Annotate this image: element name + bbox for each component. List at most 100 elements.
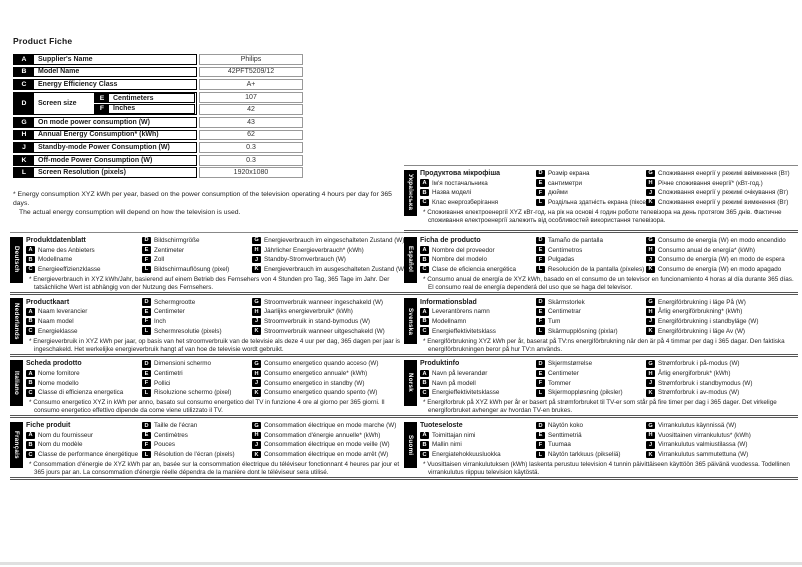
screen-size-label: Screen size: [38, 99, 77, 107]
badge-h: H: [646, 246, 655, 254]
badge-c: C: [420, 327, 429, 335]
badge-b: B: [420, 188, 429, 197]
block-title-row: Scheda prodotto: [26, 359, 142, 369]
block-label-g: Strømforbruk i på-modus (W): [658, 360, 740, 368]
block-label-c: Energiatehokkuusluokka: [432, 451, 501, 459]
badge-a: A: [420, 246, 429, 254]
badge-l: L: [536, 265, 545, 274]
badge-f: F: [142, 317, 151, 326]
block-title-row: Informationsblad: [420, 297, 536, 307]
block-title-row: Tuoteseloste: [420, 421, 536, 431]
block-label-j: Strømforbruk i standbymodus (W): [658, 379, 753, 387]
block-label-f: Pollici: [154, 379, 171, 387]
badge-j: J: [646, 317, 655, 326]
block-row-l: L Skärmupplösning (pixlar): [536, 326, 646, 336]
block-label-k: Consumo de energía (W) en modo apagado: [658, 265, 782, 273]
block-label-b: Nome modello: [38, 379, 79, 387]
block-row-f: F Tum: [536, 317, 646, 327]
block-row-e: E Senttimetriä: [536, 430, 646, 440]
badge-l: L: [536, 198, 545, 207]
block-row-j: J Consommation électrique en mode veille …: [252, 440, 405, 450]
block-column-c1: Produktdatenblatt A Name des Anbieters B Mod…: [26, 236, 142, 275]
block-row-a: A Nom du fournisseur: [26, 430, 142, 440]
block-column-c1: Продуктова мікрофіша A Ім'я постачальника B…: [420, 169, 536, 208]
badge-c: C: [14, 80, 34, 89]
block-column-c1: Produktinfo A Navn på leverandør B Navn på m…: [420, 359, 536, 398]
block-label-f: Tuumaa: [548, 441, 571, 449]
fiche-label-cell: A Supplier's Name: [13, 54, 197, 65]
off-mode-label: Off-mode Power Consumption (W): [38, 156, 153, 164]
block-row-e: E Centimetri: [142, 369, 252, 379]
block-row-c: C Energieklasse: [26, 326, 142, 336]
badge-c: C: [420, 389, 429, 397]
block-row-a: A Toimittajan nimi: [420, 430, 536, 440]
language-tab-francais: Français: [10, 421, 23, 468]
badge-b: B: [26, 317, 35, 326]
fiche-label-cell: K Off-mode Power Consumption (W): [13, 154, 197, 166]
block-row-f: F Tommer: [536, 378, 646, 388]
block-label-j: Stroomverbruik in stand-bymodus (W): [264, 317, 371, 325]
block-label-f: дюйми: [548, 189, 568, 197]
block-row-a: A Navn på leverandør: [420, 369, 536, 379]
block-label-j: Virrankulutus valmiustilassa (W): [658, 441, 748, 449]
block-row-k: K Energiförbrukning i läge Av (W): [646, 326, 798, 336]
block-row-a: A Ім'я постачальника: [420, 178, 536, 188]
block-row-b: B Navn på modell: [420, 378, 536, 388]
lang-block-ukrainska: Українська Продуктова мікрофіша A Ім'я пост…: [404, 166, 798, 233]
block-column-c2: D Näytön koko E Senttimetriä F Tuumaa L Näytön …: [536, 421, 646, 460]
badge-d: D: [14, 92, 34, 115]
block-label-d: Schermgrootte: [154, 298, 196, 306]
badge-k: K: [646, 450, 655, 459]
language-tab-norsk: Norsk: [404, 360, 417, 406]
badge-d: D: [142, 360, 151, 368]
block-grid: Scheda prodotto A Nome fornitore B Nome mode…: [26, 359, 405, 398]
block-row-c: C Energieffektivitetsklass: [420, 326, 536, 336]
block-label-a: Leverantörens namn: [432, 308, 490, 316]
block-row-d: D Bildschirmgröße: [142, 236, 252, 246]
block-label-h: Vuosittainen virrankulutus* (kWh): [658, 431, 751, 439]
block-column-c3: G Virrankulutus käynnissä (W) H Vuosittaine…: [646, 421, 798, 460]
block-label-h: Årlig energiforbruk* (kWh): [658, 370, 731, 378]
block-content: Produktinfo A Navn på leverandør B Navn på m…: [417, 359, 798, 415]
block-label-h: Consommation d'énergie annuelle* (kWh): [264, 431, 381, 439]
block-label-e: Centimetri: [154, 370, 183, 378]
block-row-k: K Споживання енергії у режимі вимкнення (…: [646, 198, 798, 208]
block-label-h: Consumo energetico annuale* (kWh): [264, 370, 368, 378]
resolution-value: 1920x1080: [199, 167, 303, 179]
badge-j: J: [252, 255, 261, 264]
block-row-f: F Zoll: [142, 255, 252, 265]
block-column-c3: G Consumo de energía (W) en modo encendid…: [646, 236, 798, 275]
block-row-l: L Skjermoppløsning (piksler): [536, 388, 646, 398]
block-row-k: K Consumo energetico quando spento (W): [252, 388, 405, 398]
block-row-g: G Consommation électrique en mode marche …: [252, 421, 405, 431]
fiche-row-model: B Model Name 42PFT5209/12: [13, 66, 305, 78]
block-label-b: Modellname: [38, 256, 73, 264]
badge-h: H: [252, 431, 261, 440]
block-row-j: J Споживання енергії у режимі очікування …: [646, 188, 798, 198]
badge-g: G: [646, 169, 655, 178]
block-label-l: Schermresolutie (pixels): [154, 327, 222, 335]
block-row-k: K Stroomverbruik wanneer uitgeschakeld (W…: [252, 326, 405, 336]
block-label-e: Centimeter: [154, 308, 185, 316]
badge-h: H: [646, 308, 655, 316]
block-label-l: Resolución de la pantalla (píxeles): [548, 265, 645, 273]
block-row-k: K Consommation électrique en mode arrêt (…: [252, 450, 405, 460]
block-label-f: Pulgadas: [548, 256, 575, 264]
block-label-k: Energieverbrauch im ausgeschalteten Zust…: [264, 265, 407, 273]
badge-l: L: [142, 265, 151, 274]
badge-f: F: [536, 255, 545, 264]
annual-energy-label: Annual Energy Consumption* (kWh): [38, 131, 159, 139]
off-mode-value: 0.3: [199, 154, 303, 166]
block-content: Fiche produit A Nom du fournisseur B Nom du …: [23, 421, 405, 478]
block-row-g: G Energiförbrukning i läge På (W): [646, 297, 798, 307]
language-label: Nederlands: [13, 302, 20, 340]
badge-f: F: [142, 441, 151, 449]
fiche-footnote-line1: * Energy consumption XYZ kWh per year, b…: [13, 191, 392, 207]
block-label-a: Nom du fournisseur: [38, 431, 93, 439]
fiche-row-centimeters: E Centimeters: [94, 93, 195, 103]
scan-edge: [0, 562, 802, 565]
block-row-a: A Name des Anbieters: [26, 245, 142, 255]
